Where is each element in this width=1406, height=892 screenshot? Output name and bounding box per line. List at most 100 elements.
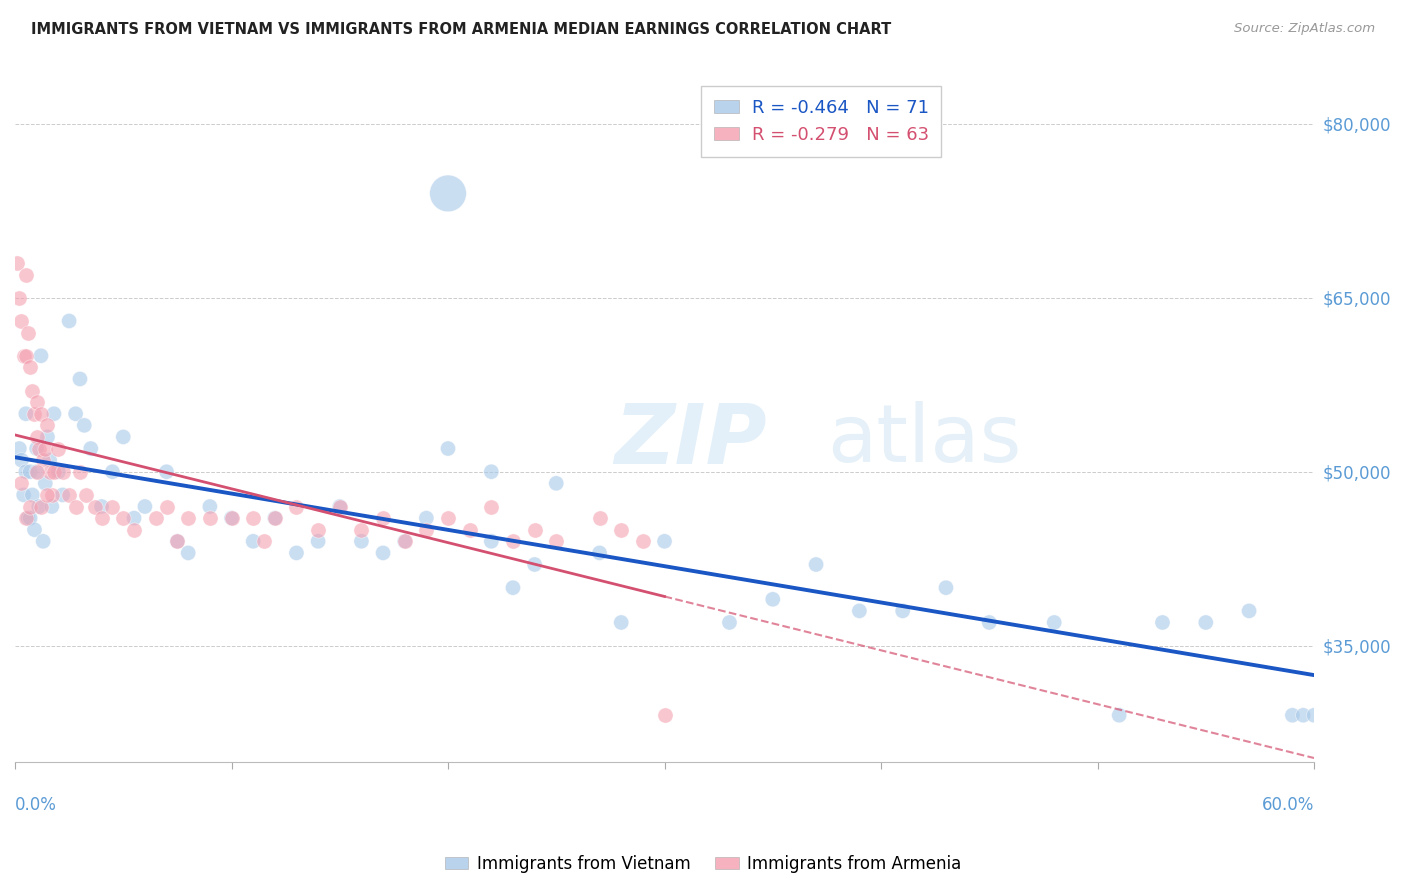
Point [307,534,329,549]
Point [8,291,31,305]
Point [1292,708,1315,723]
Point [221,511,243,525]
Point [718,615,741,630]
Point [198,511,221,525]
Point [37,488,59,502]
Point [42,407,65,421]
Point [69,465,91,479]
Point [42,465,65,479]
Point [1303,708,1326,723]
Point [6,256,28,270]
Point [37,430,59,444]
Point [46,442,69,456]
Point [25,442,48,456]
Point [654,708,676,723]
Point [329,500,352,514]
Point [25,465,48,479]
Point [58,488,80,502]
Point [415,523,437,537]
Point [1281,708,1303,723]
Point [84,500,107,514]
Point [253,534,276,549]
Point [38,465,60,479]
Point [13,488,35,502]
Point [14,511,37,525]
Point [502,534,524,549]
Point [14,465,37,479]
Point [25,430,48,444]
Point [350,523,373,537]
Point [14,349,37,363]
Point [10,476,32,491]
Point [502,581,524,595]
Point [112,511,135,525]
Point [18,500,41,514]
Point [546,534,568,549]
Point [263,511,285,525]
Point [610,523,633,537]
Point [848,604,870,618]
Point [122,523,145,537]
Point [14,407,37,421]
Point [166,534,188,549]
Point [1237,604,1260,618]
Point [10,453,32,467]
Point [479,500,502,514]
Point [46,465,69,479]
Point [891,604,914,618]
Point [546,476,568,491]
Point [263,511,285,525]
Text: Source: ZipAtlas.com: Source: ZipAtlas.com [1234,22,1375,36]
Point [17,326,39,340]
Point [41,488,63,502]
Point [198,500,221,514]
Point [112,430,135,444]
Point [458,523,481,537]
Point [523,558,546,572]
Point [394,534,416,549]
Point [65,407,87,421]
Point [90,500,112,514]
Point [588,511,610,525]
Point [69,372,91,386]
Point [610,615,633,630]
Point [17,511,39,525]
Point [38,453,60,467]
Point [242,511,264,525]
Point [1152,615,1174,630]
Point [122,511,145,525]
Point [80,442,103,456]
Point [631,534,654,549]
Point [654,534,676,549]
Point [242,534,264,549]
Point [134,500,156,514]
Point [437,511,460,525]
Point [1108,708,1130,723]
Point [34,442,56,456]
Point [804,558,827,572]
Point [101,500,124,514]
Point [155,500,177,514]
Point [371,511,394,525]
Text: atlas: atlas [827,401,1022,479]
Point [8,442,31,456]
Point [52,465,75,479]
Point [415,511,437,525]
Text: 0.0%: 0.0% [15,797,56,814]
Point [329,500,352,514]
Point [25,395,48,409]
Point [30,407,52,421]
Point [25,465,48,479]
Point [177,546,200,560]
Point [73,418,96,433]
Point [155,465,177,479]
Point [437,442,460,456]
Point [18,465,41,479]
Point [479,465,502,479]
Point [1043,615,1066,630]
Legend: Immigrants from Vietnam, Immigrants from Armenia: Immigrants from Vietnam, Immigrants from… [439,848,967,880]
Point [37,418,59,433]
Point [177,511,200,525]
Text: ZIP: ZIP [614,400,766,481]
Point [58,314,80,328]
